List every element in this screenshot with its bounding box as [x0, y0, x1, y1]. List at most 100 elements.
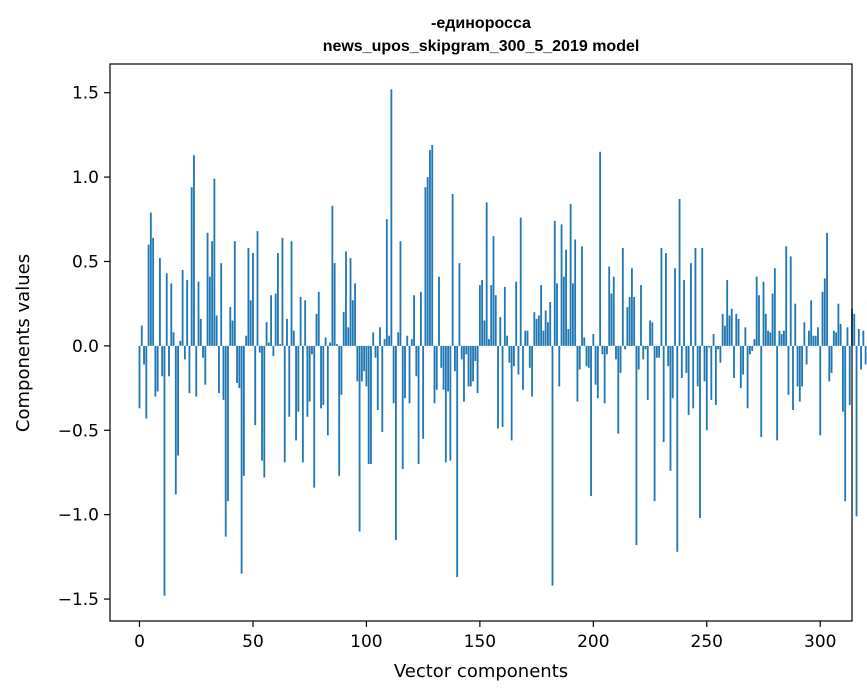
- bar: [281, 237, 284, 346]
- bar: [358, 345, 361, 532]
- bar: [864, 345, 867, 365]
- bar: [456, 345, 459, 578]
- bar: [279, 344, 282, 346]
- bar: [567, 329, 570, 346]
- bar: [372, 332, 375, 346]
- bar: [556, 283, 558, 346]
- bar: [751, 345, 754, 351]
- bar: [821, 291, 824, 346]
- bar: [499, 317, 502, 346]
- bar: [615, 345, 617, 360]
- bar: [735, 313, 738, 346]
- bar: [426, 177, 429, 346]
- bar: [660, 247, 663, 346]
- bar: [826, 232, 828, 346]
- bar: [533, 312, 536, 346]
- bar: [626, 307, 629, 346]
- bar: [742, 345, 744, 375]
- bar: [526, 330, 529, 346]
- bar: [154, 345, 157, 397]
- bar: [542, 330, 545, 346]
- y-tick-label: 0.5: [72, 252, 99, 272]
- bar: [549, 301, 552, 346]
- bar: [701, 247, 704, 346]
- bar: [610, 293, 613, 346]
- bar: [365, 345, 368, 387]
- bar: [578, 345, 581, 370]
- bar: [401, 345, 404, 470]
- bar: [229, 307, 232, 346]
- bar: [844, 345, 847, 502]
- bar: [274, 293, 277, 346]
- bar: [213, 178, 216, 346]
- bar: [789, 256, 792, 346]
- bar: [512, 345, 515, 367]
- bar: [860, 345, 862, 370]
- chart-title-line1: -единоросса: [431, 15, 531, 32]
- y-tick-label: −1.5: [58, 590, 99, 610]
- bar: [433, 345, 436, 404]
- bar: [721, 313, 724, 346]
- bar: [299, 296, 302, 346]
- chart-title-line2: news_upos_skipgram_300_5_2019 model: [323, 38, 640, 55]
- bar: [685, 345, 688, 373]
- bar: [842, 345, 844, 412]
- bar: [295, 345, 297, 441]
- bar: [224, 345, 227, 537]
- bar: [612, 276, 615, 346]
- bar: [292, 330, 295, 346]
- bar: [560, 224, 563, 346]
- bar: [440, 345, 443, 368]
- bar: [737, 318, 740, 346]
- bar: [385, 219, 388, 346]
- bar: [676, 345, 679, 552]
- bar: [853, 313, 856, 346]
- bar: [830, 345, 833, 373]
- bar: [172, 332, 175, 346]
- bar: [417, 345, 420, 465]
- bar: [165, 273, 168, 346]
- bar: [599, 151, 602, 346]
- bar: [363, 345, 366, 372]
- bar: [694, 247, 697, 346]
- bar: [485, 202, 488, 346]
- bar: [574, 239, 577, 346]
- x-tick-label: 300: [804, 632, 836, 652]
- bar: [590, 345, 592, 497]
- bar: [345, 251, 347, 346]
- bar: [746, 345, 749, 409]
- bar: [633, 296, 636, 346]
- bar: [689, 263, 692, 346]
- bar: [846, 327, 849, 346]
- bar: [140, 325, 143, 346]
- bar: [710, 345, 713, 400]
- bar: [186, 280, 189, 346]
- bar: [835, 332, 838, 346]
- bar: [828, 345, 831, 382]
- bar: [324, 337, 327, 346]
- bar: [322, 345, 325, 405]
- bar: [383, 339, 386, 346]
- bar: [606, 345, 608, 355]
- bar: [692, 345, 695, 409]
- bar: [594, 345, 597, 385]
- bar: [429, 150, 431, 346]
- bar: [174, 345, 177, 495]
- bar: [490, 285, 493, 346]
- bar: [792, 345, 794, 411]
- bar: [524, 330, 527, 346]
- bar: [179, 340, 182, 346]
- bar: [848, 345, 851, 405]
- bar: [190, 187, 193, 346]
- y-tick-label: 0.0: [72, 337, 99, 357]
- bar: [472, 345, 474, 382]
- bar: [159, 258, 161, 346]
- bar: [803, 322, 806, 346]
- bar: [249, 300, 252, 346]
- bar: [758, 295, 760, 346]
- bar: [395, 345, 397, 540]
- bar: [621, 247, 624, 346]
- bar: [261, 345, 263, 461]
- bar: [258, 345, 261, 353]
